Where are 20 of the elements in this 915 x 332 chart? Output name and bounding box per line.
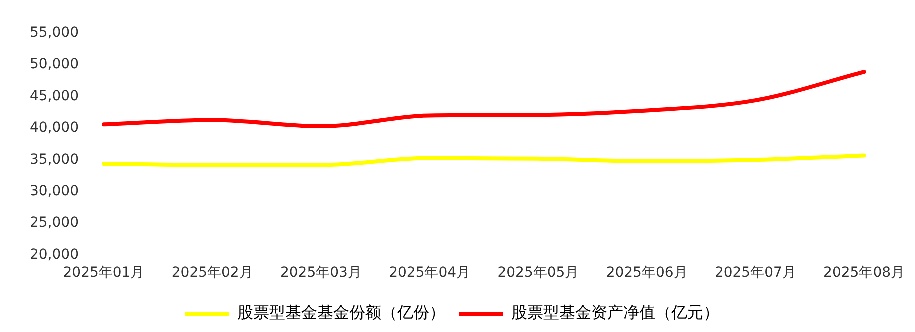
- legend-label: 股票型基金基金份额（亿份）: [238, 303, 446, 322]
- y-tick-label: 55,000: [30, 25, 79, 42]
- y-tick-label: 45,000: [30, 88, 79, 104]
- line-series: [102, 154, 866, 168]
- x-tick-label: 2025年07月: [714, 265, 796, 282]
- y-tick-label: 30,000: [30, 183, 79, 200]
- x-tick-label: 2025年03月: [280, 265, 362, 282]
- legend-label: 股票型基金资产净值（亿元）: [512, 303, 720, 322]
- y-tick-label: 35,000: [30, 152, 79, 168]
- x-tick-label: 2025年01月: [63, 265, 145, 282]
- x-tick-label: 2025年04月: [389, 265, 471, 282]
- x-tick-label: 2025年06月: [606, 265, 688, 282]
- y-tick-label: 25,000: [30, 215, 79, 232]
- x-tick-label: 2025年02月: [172, 265, 254, 282]
- x-tick-label: 2025年05月: [498, 265, 580, 282]
- y-tick-label: 40,000: [30, 120, 79, 136]
- line-series: [102, 70, 866, 129]
- x-tick-label: 2025年08月: [824, 265, 906, 282]
- y-tick-label: 50,000: [30, 56, 79, 73]
- y-tick-label: 20,000: [30, 246, 79, 263]
